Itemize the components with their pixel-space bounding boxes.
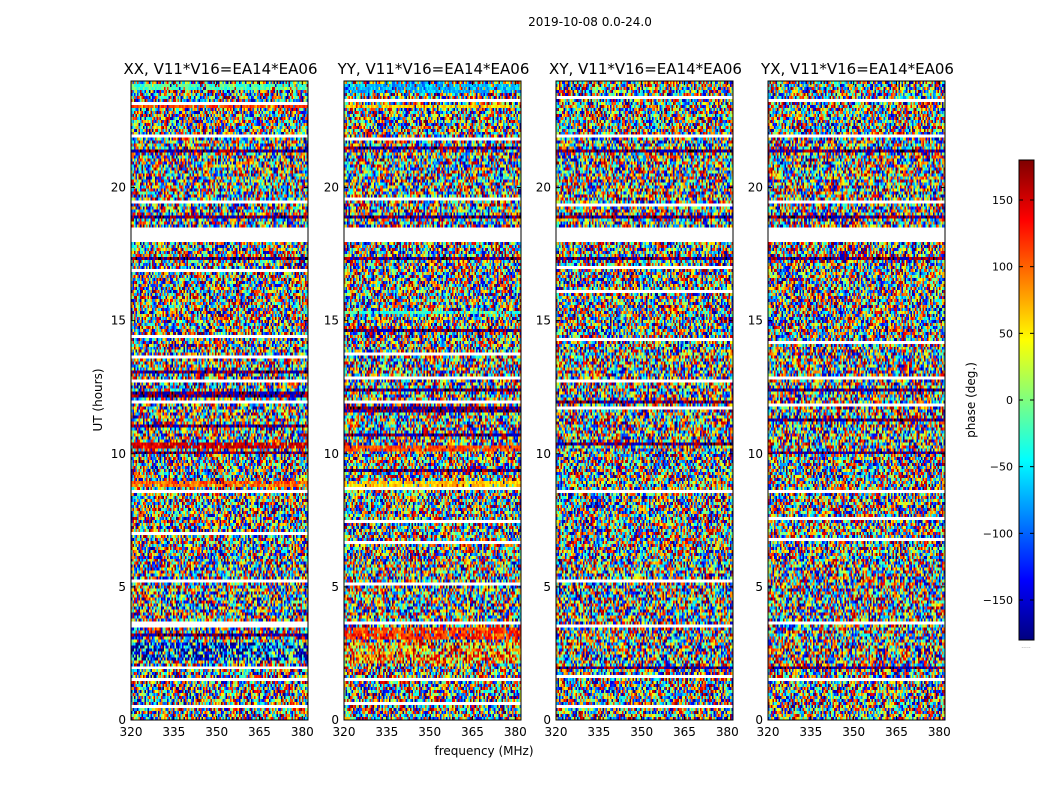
x-tick-label: 365: [885, 725, 908, 739]
x-tick-label: 335: [799, 725, 822, 739]
figure-suptitle: 2019-10-08 0.0-24.0: [528, 15, 652, 29]
panel-3: XY, V11*V16=EA14*EA06 320 335 350 365 380 0 5 10…: [536, 60, 742, 739]
y-tick-label: 20: [536, 181, 551, 195]
x-tick-label: 380: [928, 725, 951, 739]
panel-1-frame: [130, 80, 309, 721]
y-tick-label: 0: [331, 713, 339, 727]
panel-1-title: XX, V11*V16=EA14*EA06: [123, 60, 317, 78]
panel-4-heatmap: [768, 81, 945, 720]
panel-2-heatmap: [344, 81, 521, 720]
colorbar-tick-label: −100: [983, 527, 1013, 540]
y-tick-label: 10: [748, 447, 763, 461]
x-axis-label: frequency (MHz): [434, 744, 533, 758]
panel-3-frame: [555, 80, 734, 721]
y-tick-label: 0: [118, 713, 126, 727]
colorbar-tick-label: −150: [983, 594, 1013, 607]
x-tick-label: 380: [291, 725, 314, 739]
panel-4-title: YX, V11*V16=EA14*EA06: [760, 60, 954, 78]
panel-2-frame: [343, 80, 522, 721]
colorbar-tick-label: 50: [999, 327, 1013, 340]
y-tick-label: 5: [118, 580, 126, 594]
colorbar-label: phase (deg.): [964, 362, 978, 438]
panel-2: YY, V11*V16=EA14*EA06 320 335 350 365 380 0 5 10…: [324, 60, 530, 739]
x-tick-label: 350: [842, 725, 865, 739]
x-tick-label: 365: [673, 725, 696, 739]
panel-3-title: XY, V11*V16=EA14*EA06: [549, 60, 742, 78]
y-tick-label: 15: [324, 314, 339, 328]
panel-1: XX, V11*V16=EA14*EA06 320 335 350 365 380 0 5 10…: [111, 60, 318, 739]
panel-1-heatmap: [131, 81, 308, 720]
y-tick-label: 15: [748, 314, 763, 328]
y-tick-label: 10: [111, 447, 126, 461]
panel-4-frame: [767, 80, 946, 721]
y-tick-label: 5: [543, 580, 551, 594]
y-tick-label: 0: [755, 713, 763, 727]
colorbar-tick-label: 0: [1006, 394, 1013, 407]
colorbar-tick-label: −50: [990, 461, 1013, 474]
y-tick-label: 5: [331, 580, 339, 594]
panel-3-heatmap: [556, 81, 733, 720]
y-tick-label: 5: [755, 580, 763, 594]
y-tick-label: 20: [324, 181, 339, 195]
y-tick-label: 10: [536, 447, 551, 461]
x-tick-label: 335: [587, 725, 610, 739]
x-tick-label: 350: [418, 725, 441, 739]
y-tick-label: 15: [111, 314, 126, 328]
x-tick-label: 320: [545, 725, 568, 739]
panel-2-title: YY, V11*V16=EA14*EA06: [337, 60, 530, 78]
colorbar-tick-label: 100: [992, 261, 1013, 274]
colorbar-tick-label: 150: [992, 194, 1013, 207]
x-tick-label: 380: [716, 725, 739, 739]
y-axis-label: UT (hours): [91, 368, 105, 431]
y-tick-label: 10: [324, 447, 339, 461]
x-tick-label: 320: [333, 725, 356, 739]
colorbar-footnote: .....: [1021, 643, 1031, 650]
y-tick-label: 20: [111, 181, 126, 195]
x-tick-label: 320: [120, 725, 143, 739]
panels-group: XX, V11*V16=EA14*EA06 320 335 350 365 380 0 5 10…: [111, 60, 954, 739]
x-tick-label: 365: [248, 725, 271, 739]
colorbar-ticks: 150 100 50 0 −50 −100 −150: [983, 194, 1034, 607]
x-tick-label: 380: [504, 725, 527, 739]
panel-4: YX, V11*V16=EA14*EA06 320 335 350 365 380 0 5 10…: [748, 60, 954, 739]
x-tick-label: 350: [630, 725, 653, 739]
x-tick-label: 320: [757, 725, 780, 739]
x-tick-label: 350: [205, 725, 228, 739]
y-tick-label: 20: [748, 181, 763, 195]
colorbar: 150 100 50 0 −50 −100 −150 phase (deg.) .....: [964, 159, 1035, 650]
y-tick-label: 15: [536, 314, 551, 328]
x-tick-label: 335: [375, 725, 398, 739]
x-tick-label: 365: [461, 725, 484, 739]
x-tick-label: 335: [162, 725, 185, 739]
y-tick-label: 0: [543, 713, 551, 727]
